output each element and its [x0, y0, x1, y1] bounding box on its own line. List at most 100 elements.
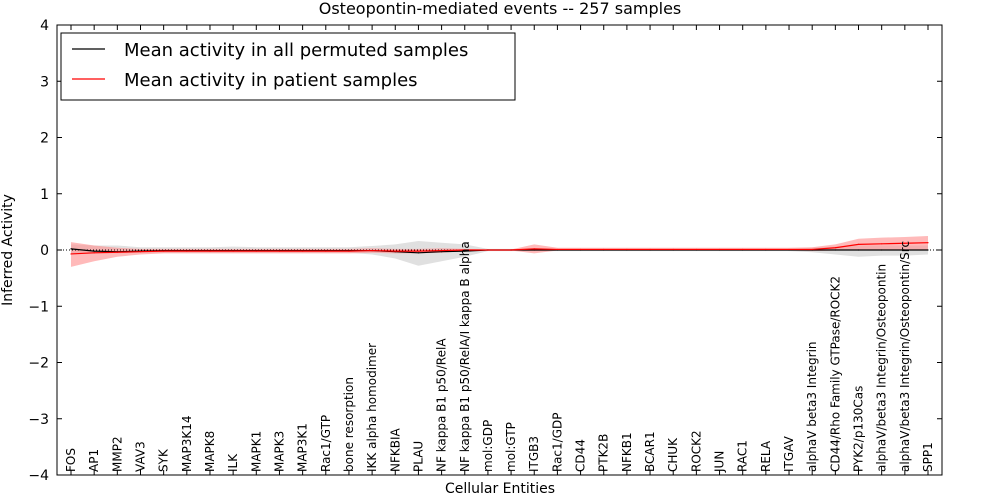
point-patient-3: [139, 251, 142, 253]
x-tick-label-9: MAPK3: [272, 431, 286, 472]
point-permuted-34: [857, 249, 860, 251]
x-tick-label-30: RELA: [759, 440, 773, 472]
point-patient-4: [163, 250, 165, 252]
point-patient-30: [765, 248, 767, 251]
x-tick-label-19: mol:GTP: [504, 422, 518, 472]
point-patient-11: [325, 250, 327, 252]
chart-title: Osteopontin-mediated events -- 257 sampl…: [319, 0, 682, 18]
x-tick-label-4: SYK: [157, 448, 171, 472]
x-tick-label-7: ILK: [226, 453, 240, 472]
point-patient-26: [672, 248, 674, 251]
y-axis-label: Inferred Activity: [0, 194, 16, 306]
point-patient-15: [417, 250, 420, 252]
point-patient-35: [881, 243, 883, 245]
x-tick-label-23: PTK2B: [597, 434, 611, 472]
point-patient-24: [626, 248, 628, 251]
point-patient-25: [649, 248, 651, 251]
point-patient-5: [186, 250, 188, 252]
x-axis-label: Cellular Entities: [445, 481, 555, 497]
y-axis: −4 −3 −2 −1 0 1 2 3 4: [28, 18, 942, 484]
x-tick-label-31: ITGAV: [782, 435, 796, 472]
point-patient-36: [904, 242, 906, 244]
x-tick-label-25: BCAR1: [643, 431, 657, 472]
x-tick-label-10: MAP3K1: [296, 423, 310, 472]
y-tick-label-6: 2: [40, 131, 49, 147]
point-patient-27: [695, 248, 697, 251]
point-patient-19: [510, 249, 512, 251]
point-patient-14: [394, 250, 396, 252]
x-tick-label-33: CD44/Rho Family GTPase/ROCK2: [828, 276, 842, 472]
y-tick-label-2: −2: [28, 356, 49, 372]
point-patient-18: [487, 249, 489, 251]
x-tick-label-29: RAC1: [736, 440, 750, 472]
legend-entry-permuted: Mean activity in all permuted samples: [124, 40, 468, 61]
y-tick-label-1: −3: [28, 412, 49, 428]
x-tick-label-37: SPP1: [921, 442, 935, 472]
x-tick-label-32: alphaV beta3 Integrin: [805, 341, 819, 472]
point-patient-21: [556, 248, 559, 251]
point-patient-37: [927, 242, 929, 244]
series-line-patient: [70, 242, 929, 255]
point-patient-17: [464, 249, 466, 251]
x-tick-label-36: alphaV/beta3 Integrin/Osteopontin/Src: [898, 241, 912, 472]
point-permuted-0: [70, 248, 72, 250]
x-tick-label-16: NF kappa B1 p50/RelA: [435, 338, 449, 472]
point-patient-29: [742, 248, 744, 251]
x-tick-label-5: MAP3K14: [180, 415, 194, 472]
point-patient-23: [603, 248, 605, 251]
plot-area: [57, 235, 942, 267]
point-patient-0: [70, 253, 72, 255]
point-patient-28: [718, 248, 721, 251]
x-tick-label-2: MMP2: [110, 436, 124, 472]
legend-entry-patient: Mean activity in patient samples: [124, 70, 418, 91]
x-axis: FOS AP1 MMP2 VAV3 SYK MAP3K14 MAPK8 ILK MAPK1 MAP…: [64, 25, 935, 475]
legend-frame: [60, 32, 516, 101]
x-tick-label-17: NF kappa B1 p50/RelA/I kappa B alpha: [458, 241, 472, 472]
point-patient-9: [278, 250, 281, 252]
point-patient-10: [302, 250, 304, 252]
x-tick-label-28: JUN: [713, 451, 727, 473]
y-tick-label-3: −1: [28, 299, 49, 315]
x-tick-label-14: NFKBIA: [388, 427, 402, 472]
y-tick-label-7: 3: [40, 74, 49, 90]
point-patient-34: [857, 243, 860, 245]
point-patient-31: [788, 248, 790, 251]
x-tick-label-20: ITGB3: [527, 436, 541, 472]
x-tick-label-26: CHUK: [666, 437, 680, 472]
point-patient-32: [811, 248, 813, 251]
x-tick-label-6: MAPK8: [203, 431, 217, 472]
x-tick-label-34: PYK2/p130Cas: [852, 386, 866, 472]
x-tick-label-15: PLAU: [411, 441, 425, 472]
y-tick-label-8: 4: [40, 18, 49, 34]
point-patient-8: [255, 250, 257, 252]
point-patient-7: [232, 250, 234, 252]
x-tick-label-8: MAPK1: [249, 431, 263, 472]
point-patient-6: [209, 250, 211, 252]
point-patient-1: [93, 252, 95, 254]
point-permuted-35: [881, 249, 883, 251]
point-permuted-17: [464, 250, 466, 252]
point-permuted-36: [904, 249, 906, 251]
point-permuted-15: [417, 252, 420, 254]
x-tick-label-0: FOS: [64, 448, 78, 472]
point-patient-12: [348, 250, 350, 252]
x-tick-label-22: CD44: [574, 439, 588, 472]
point-permuted-33: [834, 249, 836, 251]
x-tick-label-18: mol:GDP: [481, 420, 495, 472]
legend: Mean activity in all permuted samples Me…: [60, 32, 516, 101]
point-patient-16: [440, 249, 443, 252]
y-tick-label-0: −4: [28, 468, 49, 484]
x-tick-label-12: bone resorption: [342, 377, 356, 472]
x-tick-label-11: Rac1/GTP: [319, 415, 333, 472]
y-tick-label-5: 1: [40, 187, 49, 203]
point-patient-33: [834, 247, 836, 249]
x-tick-label-13: IKK alpha homodimer: [365, 343, 379, 472]
point-patient-2: [116, 251, 118, 253]
point-permuted-1: [93, 250, 95, 252]
y-tick-label-4: 0: [40, 243, 49, 259]
point-patient-13: [371, 249, 373, 252]
point-permuted-16: [440, 251, 443, 253]
x-tick-label-1: AP1: [87, 449, 101, 472]
x-tick-label-35: alphaV/beta3 Integrin/Osteopontin: [875, 264, 889, 472]
